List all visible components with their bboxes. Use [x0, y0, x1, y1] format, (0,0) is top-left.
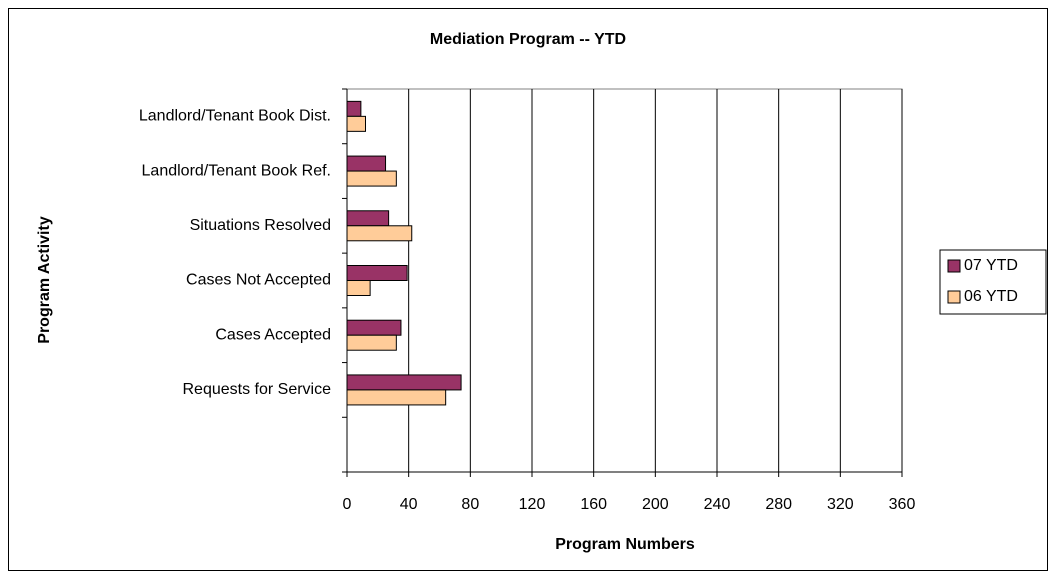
- bar: [346, 225, 413, 242]
- x-tick-label: 120: [519, 496, 546, 513]
- x-axis-title: Program Numbers: [555, 536, 695, 553]
- x-tick-label: 0: [343, 496, 352, 513]
- x-tick-label: 360: [889, 496, 916, 513]
- legend-swatch: [947, 290, 961, 304]
- bar: [346, 319, 402, 336]
- plot-area: [346, 88, 903, 473]
- bar: [346, 155, 387, 172]
- bar: [346, 115, 366, 132]
- y-tick-label: Cases Not Accepted: [186, 272, 331, 289]
- legend-label: 07 YTD: [964, 257, 1018, 274]
- bar: [346, 210, 390, 227]
- bar: [346, 170, 397, 187]
- bar: [346, 280, 371, 296]
- y-axis-title: Program Activity: [36, 216, 53, 344]
- y-tick-label: Situations Resolved: [190, 217, 331, 234]
- y-tick-label: Landlord/Tenant Book Dist.: [139, 108, 331, 125]
- legend-label: 06 YTD: [964, 288, 1018, 305]
- bar: [346, 100, 362, 117]
- x-tick-label: 200: [642, 496, 669, 513]
- x-tick-label: 280: [765, 496, 792, 513]
- x-tick-label: 160: [580, 496, 607, 513]
- x-tick-label: 240: [704, 496, 731, 513]
- y-tick-label: Requests for Service: [182, 381, 331, 398]
- bar: [346, 334, 397, 351]
- y-tick-label: Cases Accepted: [215, 326, 331, 343]
- y-tick-label: Landlord/Tenant Book Ref.: [142, 162, 331, 179]
- bar: [346, 265, 408, 281]
- x-tick-label: 320: [827, 496, 854, 513]
- chart-title: Mediation Program -- YTD: [430, 31, 626, 48]
- bar: [346, 389, 447, 406]
- x-tick-label: 80: [461, 496, 479, 513]
- x-tick-label: 40: [400, 496, 418, 513]
- legend-swatch: [947, 259, 961, 273]
- bar: [346, 374, 462, 391]
